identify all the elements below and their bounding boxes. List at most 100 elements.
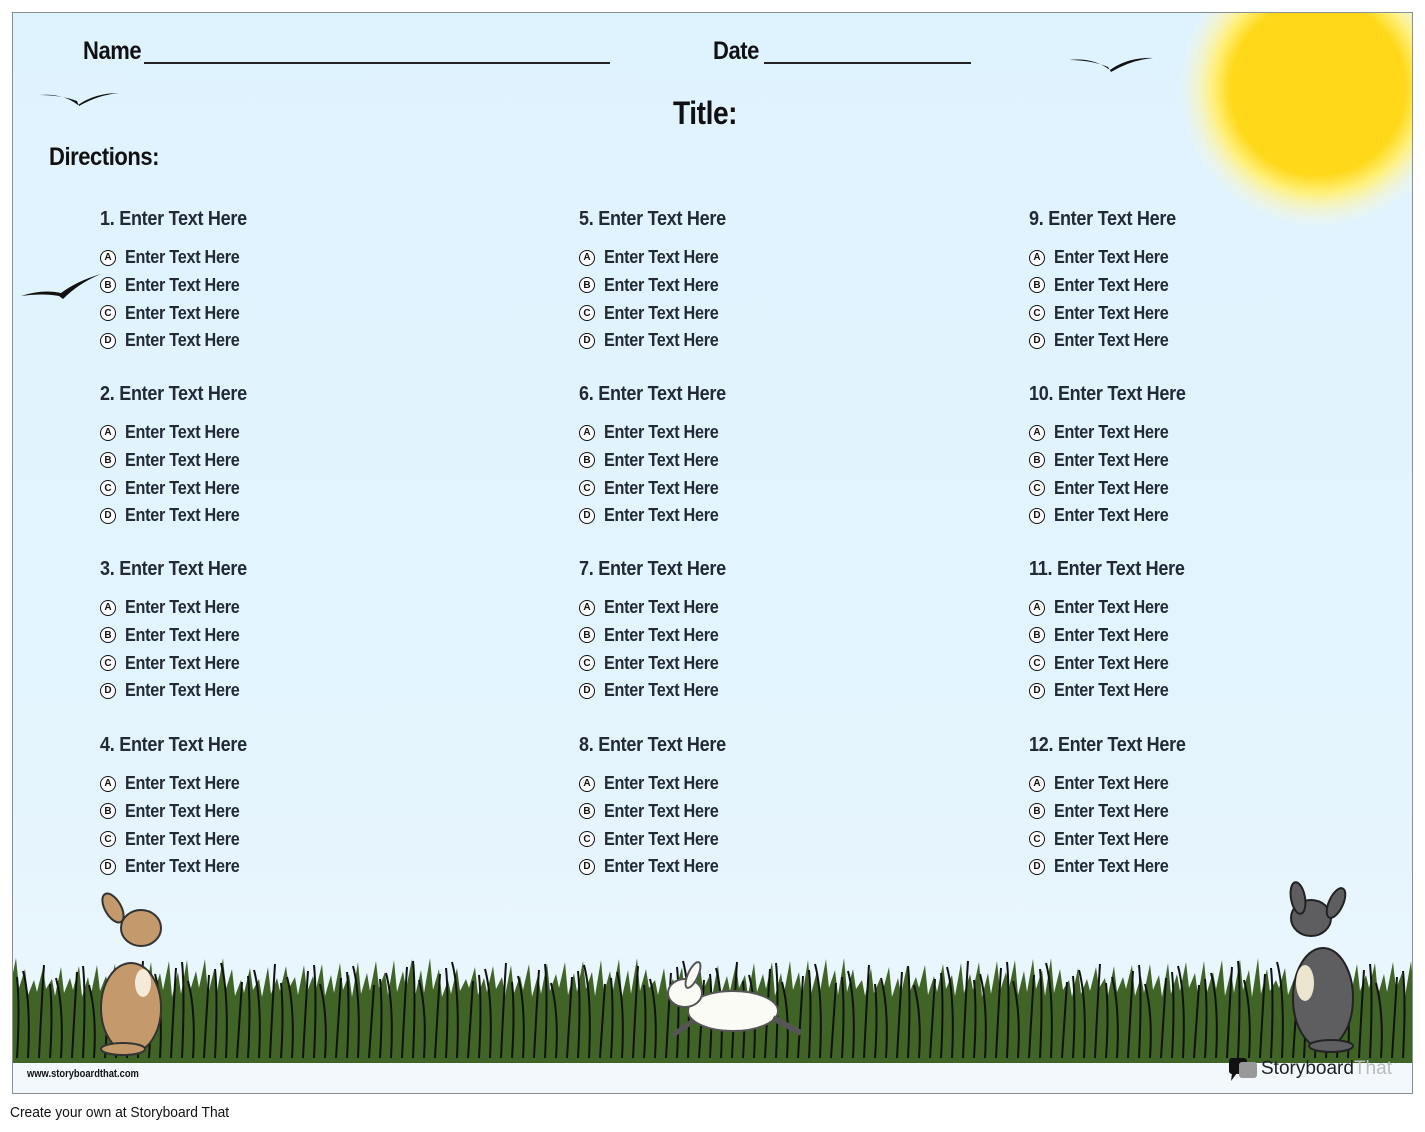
option-d[interactable]: D Enter Text Here [579, 680, 731, 701]
option-b[interactable]: B Enter Text Here [1029, 625, 1181, 646]
option-b[interactable]: B Enter Text Here [100, 450, 252, 471]
option-a[interactable]: A Enter Text Here [1029, 597, 1181, 618]
option-a-bubble-icon[interactable]: A [579, 249, 595, 266]
option-b[interactable]: B Enter Text Here [1029, 275, 1181, 296]
option-b-bubble-icon[interactable]: B [1029, 452, 1045, 469]
option-c[interactable]: C Enter Text Here [579, 303, 731, 324]
option-a-bubble-icon[interactable]: A [579, 775, 595, 792]
option-a[interactable]: A Enter Text Here [1029, 773, 1181, 794]
option-c-bubble-icon[interactable]: C [579, 655, 595, 672]
option-d-bubble-icon[interactable]: D [1029, 858, 1045, 875]
option-d-bubble-icon[interactable]: D [1029, 507, 1045, 524]
option-b-bubble-icon[interactable]: B [100, 803, 116, 820]
option-d-bubble-icon[interactable]: D [579, 507, 595, 524]
option-a-bubble-icon[interactable]: A [1029, 775, 1045, 792]
name-field[interactable] [144, 62, 610, 64]
option-c-bubble-icon[interactable]: C [579, 831, 595, 848]
option-b[interactable]: B Enter Text Here [579, 450, 731, 471]
option-d-bubble-icon[interactable]: D [100, 682, 116, 699]
option-b[interactable]: B Enter Text Here [579, 801, 731, 822]
option-c-bubble-icon[interactable]: C [579, 305, 595, 322]
option-a-bubble-icon[interactable]: A [100, 424, 116, 441]
option-c-bubble-icon[interactable]: C [579, 480, 595, 497]
option-a-bubble-icon[interactable]: A [579, 424, 595, 441]
option-a-bubble-icon[interactable]: A [579, 599, 595, 616]
option-b-bubble-icon[interactable]: B [579, 277, 595, 294]
option-a[interactable]: A Enter Text Here [579, 422, 731, 443]
date-field[interactable] [764, 62, 971, 64]
option-c[interactable]: C Enter Text Here [1029, 478, 1181, 499]
option-c[interactable]: C Enter Text Here [579, 478, 731, 499]
option-c[interactable]: C Enter Text Here [579, 653, 731, 674]
option-d[interactable]: D Enter Text Here [1029, 856, 1181, 877]
option-d-bubble-icon[interactable]: D [100, 332, 116, 349]
option-c[interactable]: C Enter Text Here [1029, 303, 1181, 324]
option-b[interactable]: B Enter Text Here [100, 625, 252, 646]
option-b-bubble-icon[interactable]: B [579, 627, 595, 644]
option-c[interactable]: C Enter Text Here [100, 829, 252, 850]
option-c[interactable]: C Enter Text Here [100, 653, 252, 674]
option-d[interactable]: D Enter Text Here [579, 505, 731, 526]
option-d-bubble-icon[interactable]: D [1029, 682, 1045, 699]
option-c-bubble-icon[interactable]: C [1029, 655, 1045, 672]
option-c[interactable]: C Enter Text Here [100, 303, 252, 324]
option-b-bubble-icon[interactable]: B [100, 277, 116, 294]
option-d[interactable]: D Enter Text Here [1029, 680, 1181, 701]
option-a[interactable]: A Enter Text Here [579, 597, 731, 618]
option-a[interactable]: A Enter Text Here [100, 422, 252, 443]
option-b-bubble-icon[interactable]: B [579, 452, 595, 469]
option-b[interactable]: B Enter Text Here [100, 275, 252, 296]
option-d[interactable]: D Enter Text Here [100, 856, 252, 877]
option-a-bubble-icon[interactable]: A [1029, 599, 1045, 616]
option-c-bubble-icon[interactable]: C [1029, 831, 1045, 848]
option-d[interactable]: D Enter Text Here [1029, 505, 1181, 526]
option-b-bubble-icon[interactable]: B [100, 452, 116, 469]
option-a[interactable]: A Enter Text Here [1029, 247, 1181, 268]
option-b-bubble-icon[interactable]: B [1029, 277, 1045, 294]
option-c[interactable]: C Enter Text Here [1029, 653, 1181, 674]
option-c[interactable]: C Enter Text Here [579, 829, 731, 850]
option-c-bubble-icon[interactable]: C [1029, 305, 1045, 322]
option-b[interactable]: B Enter Text Here [1029, 801, 1181, 822]
option-d[interactable]: D Enter Text Here [100, 505, 252, 526]
option-d[interactable]: D Enter Text Here [100, 680, 252, 701]
option-c-bubble-icon[interactable]: C [100, 480, 116, 497]
option-a[interactable]: A Enter Text Here [579, 773, 731, 794]
option-b[interactable]: B Enter Text Here [579, 275, 731, 296]
option-c[interactable]: C Enter Text Here [1029, 829, 1181, 850]
option-d-bubble-icon[interactable]: D [1029, 332, 1045, 349]
option-a-bubble-icon[interactable]: A [1029, 249, 1045, 266]
option-c-bubble-icon[interactable]: C [1029, 480, 1045, 497]
option-d-bubble-icon[interactable]: D [579, 858, 595, 875]
option-b-bubble-icon[interactable]: B [100, 627, 116, 644]
option-a-bubble-icon[interactable]: A [100, 249, 116, 266]
option-a[interactable]: A Enter Text Here [1029, 422, 1181, 443]
bird-icon [39, 93, 119, 106]
option-a-bubble-icon[interactable]: A [100, 775, 116, 792]
option-d-bubble-icon[interactable]: D [579, 332, 595, 349]
option-d-bubble-icon[interactable]: D [100, 858, 116, 875]
option-d[interactable]: D Enter Text Here [100, 330, 252, 351]
option-a-bubble-icon[interactable]: A [1029, 424, 1045, 441]
option-b[interactable]: B Enter Text Here [1029, 450, 1181, 471]
option-a[interactable]: A Enter Text Here [100, 597, 252, 618]
option-a[interactable]: A Enter Text Here [579, 247, 731, 268]
option-d[interactable]: D Enter Text Here [579, 330, 731, 351]
option-c-bubble-icon[interactable]: C [100, 305, 116, 322]
option-a-bubble-icon[interactable]: A [100, 599, 116, 616]
option-a[interactable]: A Enter Text Here [100, 773, 252, 794]
option-c-bubble-icon[interactable]: C [100, 831, 116, 848]
option-a[interactable]: A Enter Text Here [100, 247, 252, 268]
option-b[interactable]: B Enter Text Here [100, 801, 252, 822]
option-d[interactable]: D Enter Text Here [579, 856, 731, 877]
option-d-bubble-icon[interactable]: D [100, 507, 116, 524]
option-b-bubble-icon[interactable]: B [579, 803, 595, 820]
option-c[interactable]: C Enter Text Here [100, 478, 252, 499]
option-b[interactable]: B Enter Text Here [579, 625, 731, 646]
option-d[interactable]: D Enter Text Here [1029, 330, 1181, 351]
option-c-bubble-icon[interactable]: C [100, 655, 116, 672]
option-b-bubble-icon[interactable]: B [1029, 627, 1045, 644]
option-d-bubble-icon[interactable]: D [579, 682, 595, 699]
option-b-bubble-icon[interactable]: B [1029, 803, 1045, 820]
create-your-own-link[interactable]: Create your own at Storyboard That [10, 1104, 230, 1121]
